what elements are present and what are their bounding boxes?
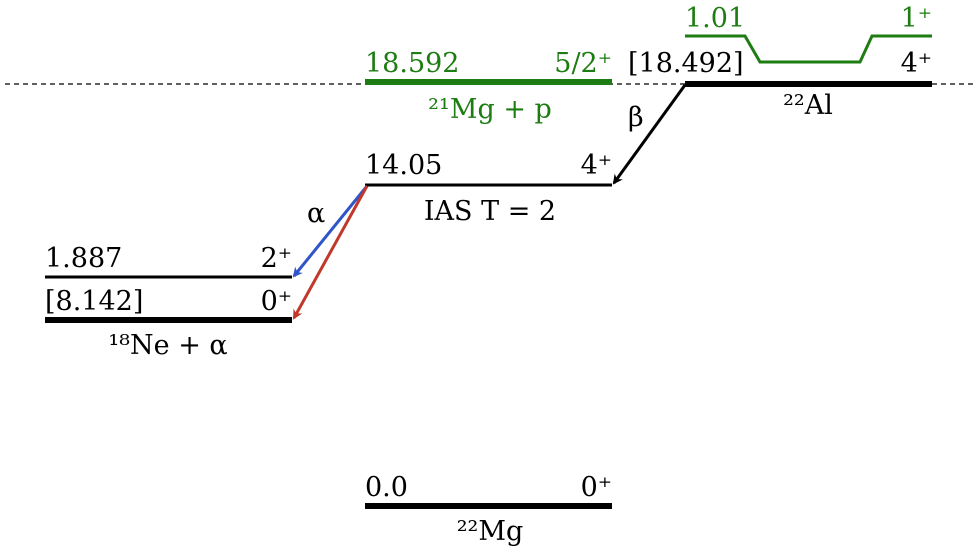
- alpha-arrow: [292, 185, 369, 278]
- level-label: IAS T = 2: [424, 196, 556, 227]
- transition-label: β: [628, 102, 644, 133]
- level-spin: 4⁺: [581, 150, 612, 181]
- level-spin: 2⁺: [261, 243, 292, 274]
- level-spin: 0⁺: [581, 472, 612, 503]
- level-label: ²²Al: [783, 90, 833, 121]
- level-energy: [18.492]: [628, 48, 744, 79]
- level-energy: 14.05: [365, 150, 442, 181]
- level-label: ²¹Mg + p: [428, 94, 552, 125]
- alpha-arrow: [292, 185, 369, 320]
- transition-label: α: [307, 198, 325, 229]
- beta-arrow: [612, 84, 687, 185]
- level-energy: 1.887: [45, 243, 122, 274]
- level-energy: 0.0: [365, 472, 408, 503]
- level-line: [685, 34, 932, 64]
- level-energy: [8.142]: [45, 286, 143, 317]
- level-spin: 0⁺: [261, 286, 292, 317]
- level-label: ²²Mg: [457, 516, 524, 547]
- level-spin: 4⁺: [901, 48, 932, 79]
- level-energy: 1.01: [685, 3, 745, 34]
- level-spin: 5/2⁺: [554, 48, 612, 79]
- level-label: ¹⁸Ne + α: [108, 330, 227, 361]
- level-energy: 18.592: [365, 48, 459, 79]
- level-spin: 1⁺: [901, 3, 932, 34]
